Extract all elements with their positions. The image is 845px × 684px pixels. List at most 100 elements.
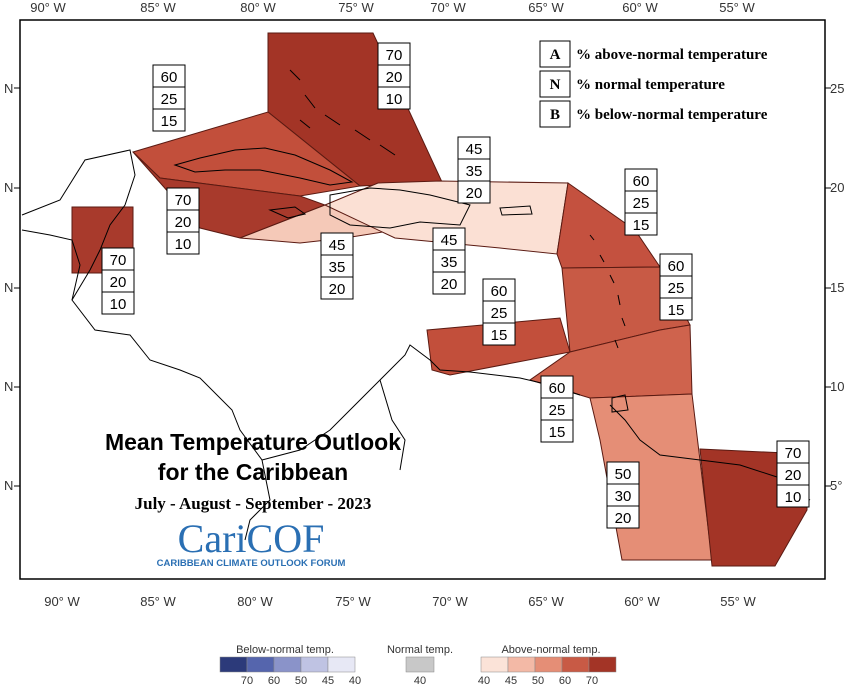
probability-a-value: 60: [549, 380, 566, 397]
key-a-text: % above-normal temperature: [576, 47, 768, 63]
legend-above-swatch: [588, 656, 617, 673]
legend-below-swatch: [273, 656, 302, 673]
probability-boxes: 70 20 10 60 25 15 70 20 10 70 20 10 45 35 20 45 35 20 45 35…: [101, 42, 810, 529]
lon-bottom-70: 70° W: [432, 594, 468, 609]
legend-below-tick: 40: [349, 675, 361, 684]
probability-a-value: 60: [161, 69, 178, 86]
key-b-box: [539, 100, 571, 128]
probability-box-hispaniola-pr: 45 35 20: [432, 227, 466, 295]
lat-left-5: N: [4, 478, 13, 493]
probability-box-trinidad: 60 25 15: [540, 375, 574, 443]
probability-a-value: 45: [441, 232, 458, 249]
probability-n-value: 35: [441, 254, 458, 271]
key-n-letter: N: [550, 77, 561, 93]
legend-normal-swatch: [405, 656, 435, 673]
coastlines: [21, 69, 811, 541]
probability-cell: [101, 291, 135, 315]
probability-n-value: 30: [615, 488, 632, 505]
probability-cell: [432, 271, 466, 295]
probability-a-value: 70: [386, 47, 403, 64]
probability-n-value: 25: [633, 195, 650, 212]
probability-cell: [659, 297, 693, 321]
probability-box-cayman-jamaica: 70 20 10: [166, 187, 200, 255]
probability-box-turks-caicos: 45 35 20: [457, 136, 491, 204]
key-b-letter: B: [550, 107, 560, 123]
probability-b-value: 15: [633, 217, 650, 234]
tick-marks: [14, 87, 831, 487]
lon-top-65: 65° W: [528, 0, 564, 15]
probability-b-value: 10: [110, 296, 127, 313]
probability-n-value: 20: [386, 69, 403, 86]
color-legend: Below-normal temp. Normal temp. Above-no…: [219, 644, 617, 684]
key-a-letter: A: [550, 47, 561, 63]
legend-below-title: Below-normal temp.: [236, 644, 334, 656]
legend-above-tick: 50: [532, 675, 544, 684]
lon-bottom-80: 80° W: [237, 594, 273, 609]
lon-top-75: 75° W: [338, 0, 374, 15]
latitude-ticks-right: 25 20 15 10 5°: [830, 81, 844, 493]
probability-b-value: 10: [785, 489, 802, 506]
legend-above-tick: 40: [478, 675, 490, 684]
probability-n-value: 35: [329, 259, 346, 276]
key-b-text: % below-normal temperature: [576, 107, 768, 123]
probability-b-value: 20: [329, 281, 346, 298]
lat-right-20: 20: [830, 180, 844, 195]
probability-box-abc-islands: 60 25 15: [482, 278, 516, 346]
probability-n-value: 35: [466, 163, 483, 180]
probability-cell: [482, 322, 516, 346]
legend-above-tick: 60: [559, 675, 571, 684]
probability-cell: [606, 505, 640, 529]
lon-bottom-65: 65° W: [528, 594, 564, 609]
outlook-period: July - August - September - 2023: [135, 494, 372, 513]
probability-b-value: 10: [175, 236, 192, 253]
key-n-box: [539, 70, 571, 98]
key-n-text: % normal temperature: [576, 77, 725, 93]
probability-a-value: 60: [491, 283, 508, 300]
probability-b-value: 15: [161, 113, 178, 130]
lat-right-25: 25: [830, 81, 844, 96]
title-block: Mean Temperature Outlook for the Caribbe…: [105, 429, 401, 569]
lon-top-70: 70° W: [430, 0, 466, 15]
probability-cell: [166, 231, 200, 255]
probability-b-value: 20: [441, 276, 458, 293]
probability-cell: [320, 276, 354, 300]
probability-n-value: 25: [491, 305, 508, 322]
probability-cell: [776, 484, 810, 508]
lat-left-20: N: [4, 180, 13, 195]
legend-normal-tick: 40: [414, 675, 426, 684]
legend-above-title: Above-normal temp.: [501, 644, 600, 656]
probability-a-value: 70: [175, 192, 192, 209]
legend-above-swatch: [507, 656, 536, 673]
key-a-box: [539, 40, 571, 68]
lon-top-55: 55° W: [719, 0, 755, 15]
probability-b-value: 20: [615, 510, 632, 527]
probability-box-guyana: 50 30 20: [606, 461, 640, 529]
legend-normal-title: Normal temp.: [387, 644, 453, 656]
probability-a-value: 70: [110, 252, 127, 269]
lon-bottom-85: 85° W: [140, 594, 176, 609]
probability-n-value: 20: [175, 214, 192, 231]
probability-box-cuba: 60 25 15: [152, 64, 186, 132]
legend-below-swatch: [300, 656, 329, 673]
probability-box-suriname-french-guiana: 70 20 10: [776, 440, 810, 508]
legend-above-tick: 70: [586, 675, 598, 684]
lat-left-10: N: [4, 379, 13, 394]
lon-bottom-75: 75° W: [335, 594, 371, 609]
probability-cell: [457, 180, 491, 204]
probability-box-belize: 70 20 10: [101, 247, 135, 315]
probability-box-bahamas: 70 20 10: [377, 42, 411, 110]
map-title: Mean Temperature Outlook: [105, 429, 401, 455]
probability-a-value: 45: [466, 141, 483, 158]
probability-n-value: 20: [110, 274, 127, 291]
probability-n-value: 25: [549, 402, 566, 419]
longitude-ticks-top: 90° W 85° W 80° W 75° W 70° W 65° W 60° …: [30, 0, 755, 15]
probability-a-value: 50: [615, 466, 632, 483]
probability-a-value: 70: [785, 445, 802, 462]
probability-a-value: 60: [633, 173, 650, 190]
legend-above-swatch: [561, 656, 590, 673]
legend-above-swatch: [534, 656, 563, 673]
lon-bottom-60: 60° W: [624, 594, 660, 609]
probability-box-hispaniola-south: 45 35 20: [320, 232, 354, 300]
caricof-logo-subtitle: CARIBBEAN CLIMATE OUTLOOK FORUM: [157, 558, 346, 569]
